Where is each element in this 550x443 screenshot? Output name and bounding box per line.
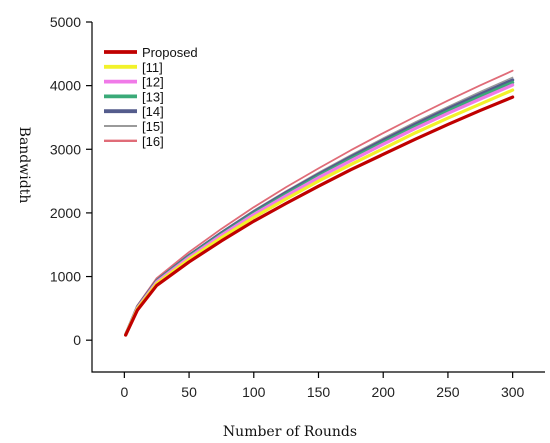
x-tick-label: 200	[372, 384, 396, 400]
y-tick-label: 3000	[50, 141, 81, 157]
y-tick-label: 4000	[50, 78, 81, 94]
x-tick-label: 0	[120, 384, 128, 400]
x-axis-title: Number of Rounds	[223, 424, 357, 440]
legend-label: [16]	[142, 134, 164, 149]
x-tick-label: 50	[181, 384, 197, 400]
legend-label: [15]	[142, 119, 164, 134]
y-tick-label: 1000	[50, 269, 81, 285]
y-tick-label: 5000	[50, 14, 81, 30]
series-line-16	[124, 69, 514, 336]
x-tick-label: 100	[242, 384, 266, 400]
legend-label: [14]	[142, 104, 164, 119]
y-tick-label: 2000	[50, 205, 81, 221]
y-tick-label: 0	[73, 332, 81, 348]
legend-label: [11]	[142, 60, 163, 75]
y-axis-title: Bandwidth	[16, 127, 32, 204]
axes-frame	[91, 22, 545, 373]
series-line-11	[124, 88, 515, 337]
legend-label: Proposed	[142, 45, 198, 60]
x-tick-label: 150	[307, 384, 331, 400]
legend-label: [12]	[142, 75, 164, 90]
legend-label: [13]	[142, 89, 164, 104]
x-tick-label: 300	[501, 384, 525, 400]
series-line-14	[124, 78, 515, 337]
x-tick-label: 250	[436, 384, 460, 400]
series-line-proposed	[124, 95, 515, 337]
